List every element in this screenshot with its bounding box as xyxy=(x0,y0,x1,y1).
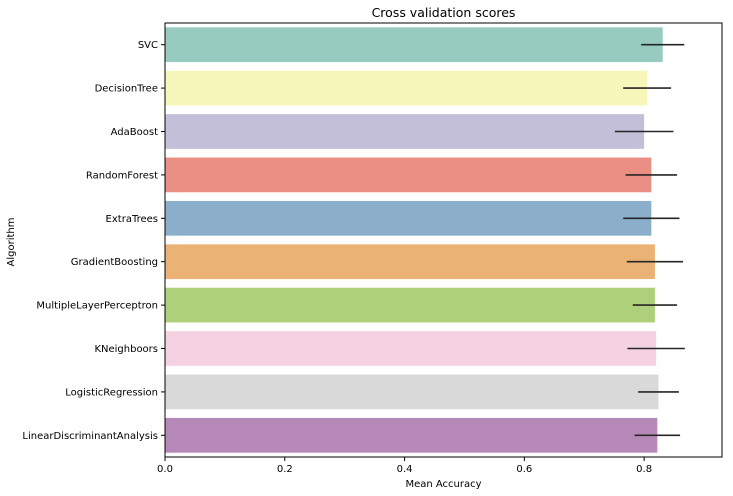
x-axis-ticks: 0.0 0.2 0.4 0.6 0.8 xyxy=(157,457,652,475)
bar-multiplelayerperceptron xyxy=(165,287,655,323)
x-tick-label: 0.6 xyxy=(516,464,532,475)
x-tick-label: 0.0 xyxy=(157,464,173,475)
bar-decisiontree xyxy=(165,70,648,106)
y-axis-label: Algorithm xyxy=(6,218,17,267)
plot-frame xyxy=(164,22,723,458)
bar-lineardiscriminantanalysis xyxy=(165,417,658,453)
bar-kneighboors xyxy=(165,331,657,366)
y-tick-label-logisticregression: LogisticRegression xyxy=(65,387,158,398)
y-tick-label-lineardiscriminantanalysis: LinearDiscriminantAnalysis xyxy=(22,431,158,442)
y-tick-label-decisiontree: DecisionTree xyxy=(95,84,158,95)
error-bars-group xyxy=(614,43,685,437)
x-tick-label: 0.8 xyxy=(636,464,652,475)
x-axis-label: Mean Accuracy xyxy=(405,479,481,490)
x-tick-label: 0.4 xyxy=(397,464,413,475)
y-tick-label-gradientboosting: GradientBoosting xyxy=(71,257,158,268)
y-axis-ticks: SVC DecisionTree AdaBoost RandomForest Extra… xyxy=(22,40,165,442)
bars-group xyxy=(165,27,663,453)
bar-svc xyxy=(165,27,663,63)
y-tick-label-randomforest: RandomForest xyxy=(86,170,158,181)
bar-logisticregression xyxy=(165,374,659,410)
chart-title: Cross validation scores xyxy=(372,5,516,20)
y-tick-label-adaboost: AdaBoost xyxy=(111,127,158,138)
bar-randomforest xyxy=(165,157,652,193)
y-tick-label-extratrees: ExtraTrees xyxy=(106,214,158,225)
y-tick-label-svc: SVC xyxy=(138,40,158,51)
y-tick-label-kneighboors: KNeighboors xyxy=(94,344,158,355)
bar-extratrees xyxy=(165,200,652,236)
x-tick-label: 0.2 xyxy=(277,464,293,475)
bar-gradientboosting xyxy=(165,244,655,280)
y-tick-label-multiplelayerperceptron: MultipleLayerPerceptron xyxy=(36,301,158,312)
bar-adaboost xyxy=(165,114,645,149)
